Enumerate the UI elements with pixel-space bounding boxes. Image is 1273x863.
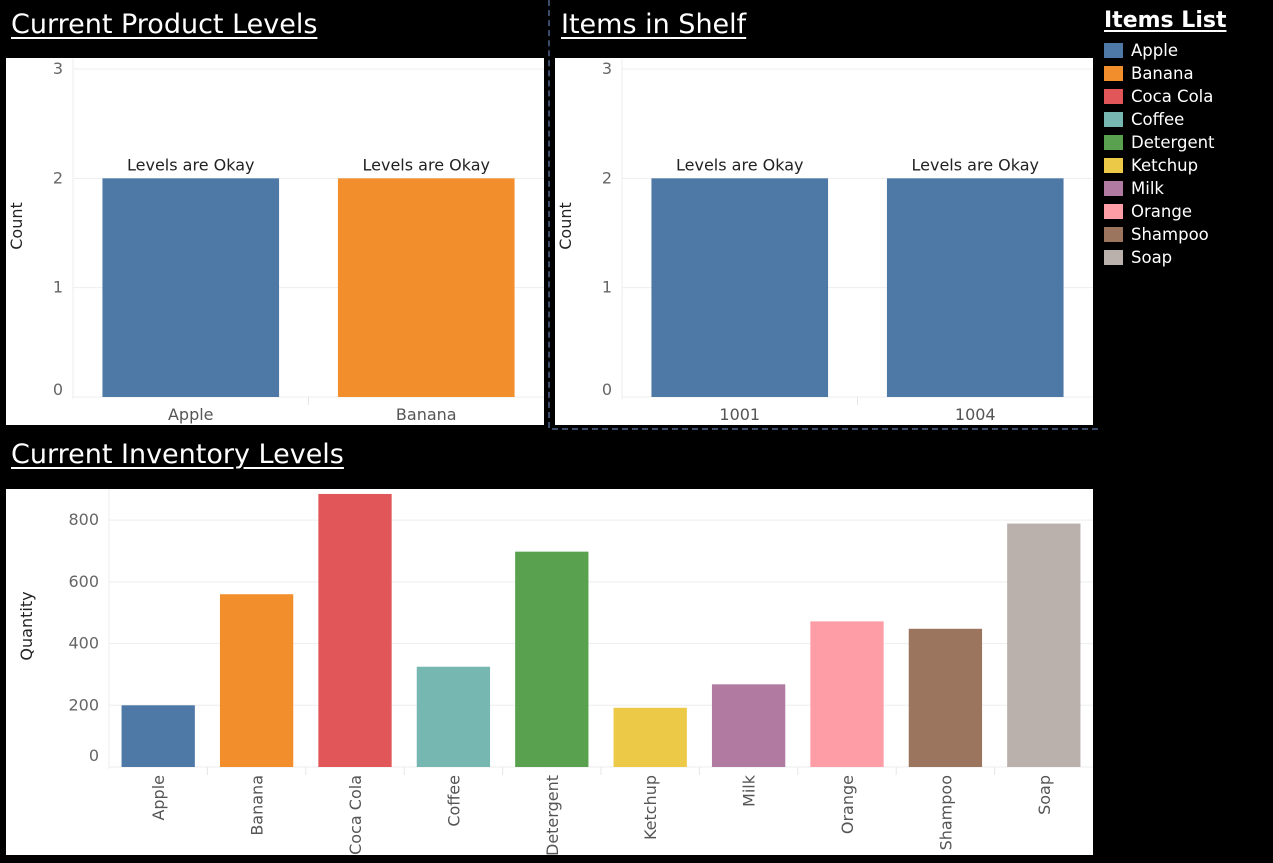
chart-product-levels: 0 1 2 3 Count Levels are Okay Apple Levels are … [7, 59, 544, 424]
x-tick-label: 1001 [719, 405, 760, 424]
legend-item[interactable]: Detergent [1104, 131, 1269, 154]
chart-title-product-levels: Current Product Levels [11, 9, 318, 40]
y-tick-label: 1 [602, 278, 612, 297]
y-axis-label: Quantity [17, 591, 36, 660]
x-tick-label: Shampoo [936, 775, 955, 850]
y-tick-label: 0 [89, 746, 99, 765]
bar[interactable] [416, 666, 491, 767]
legend-label: Milk [1131, 179, 1164, 198]
chart-inventory-levels: 0 200 400 600 800 Quantity Apple Banana Coca Col… [17, 489, 1093, 855]
bar-data-label: Levels are Okay [912, 155, 1039, 174]
x-tick-label: Milk [740, 774, 759, 807]
bar-data-label: Levels are Okay [676, 155, 803, 174]
x-tick-label: Ketchup [641, 775, 660, 840]
y-axis-label: Count [556, 202, 575, 250]
bar[interactable] [515, 551, 589, 767]
legend-label: Soap [1131, 248, 1173, 267]
y-tick-label: 200 [68, 695, 99, 714]
y-tick-label: 0 [53, 380, 63, 399]
legend-item[interactable]: Ketchup [1104, 154, 1269, 177]
y-tick-label: 2 [602, 168, 612, 187]
legend-label: Ketchup [1131, 156, 1199, 175]
legend-label: Apple [1131, 41, 1178, 60]
bar-data-label: Levels are Okay [363, 155, 490, 174]
bar[interactable] [908, 628, 983, 767]
y-tick-label: 600 [68, 572, 99, 591]
legend-swatch [1104, 135, 1123, 150]
legend-swatch [1104, 158, 1123, 173]
legend-item[interactable]: Banana [1104, 62, 1269, 85]
legend-swatch [1104, 204, 1123, 219]
legend-swatch [1104, 66, 1123, 81]
x-tick-label: Detergent [543, 775, 562, 855]
bar[interactable] [318, 493, 392, 767]
bar[interactable] [102, 178, 280, 397]
chart-panel-product-levels: 0 1 2 3 Count Levels are Okay Apple Levels are … [6, 58, 544, 425]
chart-items-in-shelf: 0 1 2 3 Count Levels are Okay 1001 Levels are O… [556, 59, 1093, 424]
bar[interactable] [711, 684, 786, 767]
y-tick-label: 1 [53, 278, 63, 297]
chart-title-inventory-levels: Current Inventory Levels [11, 439, 344, 470]
y-tick-label: 400 [68, 634, 99, 653]
y-axis-label: Count [7, 202, 26, 250]
chart-title-items-in-shelf: Items in Shelf [561, 9, 747, 40]
x-tick-label: 1004 [955, 405, 996, 424]
bar-data-label: Levels are Okay [127, 155, 254, 174]
legend-swatch [1104, 181, 1123, 196]
bar[interactable] [810, 621, 884, 767]
legend-label: Coffee [1131, 110, 1185, 129]
y-tick-label: 3 [602, 59, 612, 78]
panel-separator-vertical [548, 0, 550, 428]
bar[interactable] [219, 594, 294, 767]
legend-swatch [1104, 43, 1123, 58]
legend-swatch [1104, 112, 1123, 127]
chart-panel-items-in-shelf: 0 1 2 3 Count Levels are Okay 1001 Levels are O… [555, 58, 1093, 425]
x-tick-label: Orange [838, 775, 857, 834]
legend-item[interactable]: Orange [1104, 200, 1269, 223]
legend-label: Banana [1131, 64, 1194, 83]
bar[interactable] [886, 178, 1064, 397]
legend-item[interactable]: Soap [1104, 246, 1269, 269]
legend-item[interactable]: Shampoo [1104, 223, 1269, 246]
x-tick-label: Apple [149, 775, 168, 821]
legend-label: Shampoo [1131, 225, 1209, 244]
legend-swatch [1104, 227, 1123, 242]
bar[interactable] [651, 178, 829, 397]
legend-item[interactable]: Milk [1104, 177, 1269, 200]
x-tick-label: Soap [1035, 775, 1054, 815]
legend-item[interactable]: Coca Cola [1104, 85, 1269, 108]
bar[interactable] [337, 178, 515, 397]
legend-swatch [1104, 89, 1123, 104]
bar[interactable] [613, 707, 687, 767]
bar[interactable] [1007, 523, 1081, 767]
x-tick-label: Apple [168, 405, 214, 424]
y-tick-label: 800 [68, 510, 99, 529]
legend-label: Detergent [1131, 133, 1215, 152]
legend-item[interactable]: Apple [1104, 39, 1269, 62]
legend-item[interactable]: Coffee [1104, 108, 1269, 131]
bar[interactable] [121, 705, 195, 767]
x-tick-label: Coffee [444, 775, 463, 827]
y-tick-label: 0 [602, 380, 612, 399]
y-tick-label: 3 [53, 59, 63, 78]
x-tick-label: Banana [248, 775, 267, 836]
y-tick-label: 2 [53, 168, 63, 187]
x-tick-label: Coca Cola [346, 775, 365, 855]
legend-label: Coca Cola [1131, 87, 1214, 106]
legend-list: Apple Banana Coca Cola Coffee Detergent Ketch… [1104, 39, 1269, 269]
chart-panel-inventory-levels: 0 200 400 600 800 Quantity Apple Banana Coca Col… [6, 489, 1093, 855]
legend: Items List Apple Banana Coca Cola Coffee Det… [1104, 8, 1269, 269]
panel-separator-horizontal [552, 428, 1098, 430]
legend-label: Orange [1131, 202, 1192, 221]
legend-title: Items List [1104, 8, 1227, 33]
legend-swatch [1104, 250, 1123, 265]
x-tick-label: Banana [396, 405, 457, 424]
